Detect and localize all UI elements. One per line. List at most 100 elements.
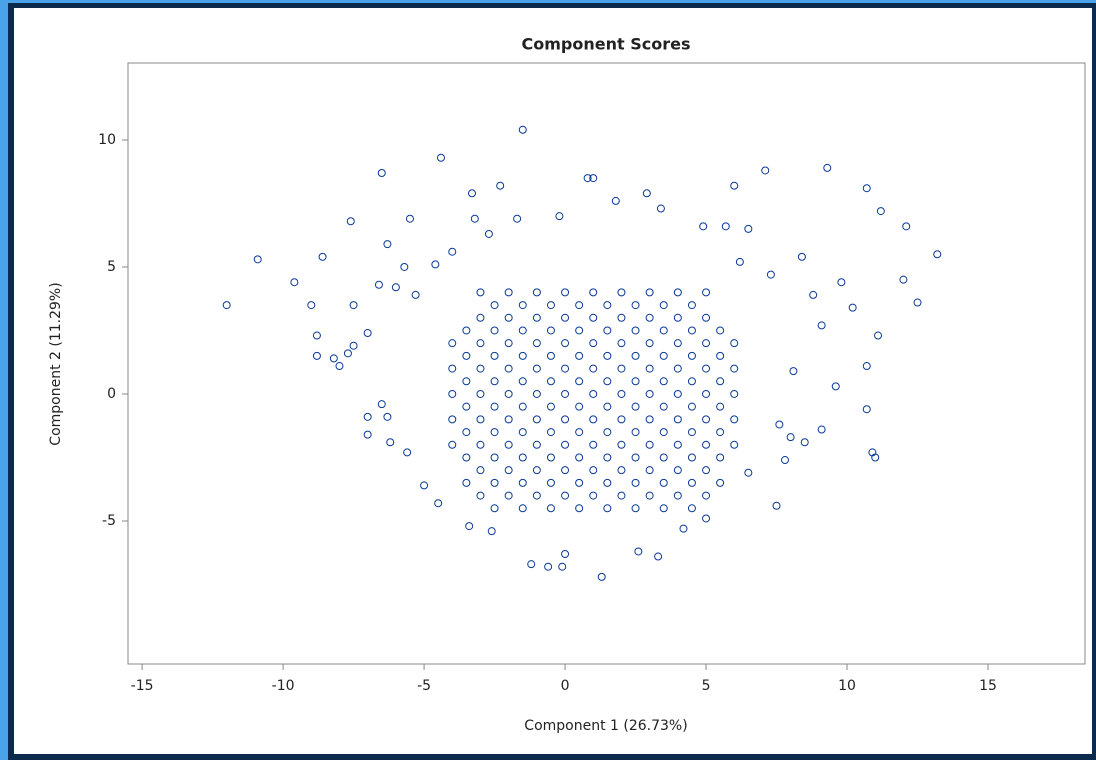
point	[363, 430, 372, 439]
point	[673, 415, 682, 424]
point	[617, 364, 626, 373]
point	[561, 288, 570, 297]
point	[645, 491, 654, 500]
point	[290, 278, 299, 287]
point	[589, 415, 598, 424]
point	[673, 466, 682, 475]
point	[634, 547, 643, 556]
point	[518, 377, 527, 386]
point	[817, 321, 826, 330]
point	[659, 351, 668, 360]
point	[575, 402, 584, 411]
point	[476, 466, 485, 475]
point	[476, 389, 485, 398]
point	[645, 466, 654, 475]
point	[716, 478, 725, 487]
point	[716, 428, 725, 437]
point	[631, 478, 640, 487]
point	[518, 478, 527, 487]
x-tick-label: -15	[131, 678, 154, 694]
point	[532, 440, 541, 449]
point	[490, 326, 499, 335]
point	[377, 168, 386, 177]
point	[431, 260, 440, 269]
point	[617, 440, 626, 449]
point	[504, 364, 513, 373]
point	[465, 522, 474, 531]
y-axis-label: Component 2 (11.29%)	[48, 282, 64, 445]
point	[617, 339, 626, 348]
point	[575, 326, 584, 335]
point	[462, 453, 471, 462]
point	[462, 428, 471, 437]
point	[597, 572, 606, 581]
point	[448, 247, 457, 256]
point	[659, 504, 668, 513]
point	[589, 288, 598, 297]
point	[583, 174, 592, 183]
point	[363, 329, 372, 338]
point	[837, 278, 846, 287]
point	[513, 214, 522, 223]
point	[702, 491, 711, 500]
point	[702, 339, 711, 348]
point	[518, 504, 527, 513]
point	[589, 440, 598, 449]
point	[490, 377, 499, 386]
y-tick-label: 0	[107, 386, 116, 402]
point	[383, 240, 392, 249]
point	[659, 402, 668, 411]
point	[721, 222, 730, 231]
point	[645, 288, 654, 297]
point	[468, 189, 477, 198]
point	[436, 153, 445, 162]
y-tick-label: 5	[107, 259, 116, 275]
point	[546, 504, 555, 513]
point	[544, 562, 553, 571]
point	[589, 466, 598, 475]
point	[631, 402, 640, 411]
point	[589, 339, 598, 348]
point	[603, 504, 612, 513]
point	[654, 552, 663, 561]
point	[518, 453, 527, 462]
point	[874, 331, 883, 340]
y-tick-label: -5	[102, 513, 116, 529]
point	[504, 415, 513, 424]
point	[617, 466, 626, 475]
point	[716, 453, 725, 462]
point	[470, 214, 479, 223]
point	[518, 402, 527, 411]
point	[687, 428, 696, 437]
point	[730, 364, 739, 373]
point	[702, 364, 711, 373]
point	[687, 301, 696, 310]
point	[490, 351, 499, 360]
point	[659, 301, 668, 310]
point	[518, 301, 527, 310]
point	[318, 252, 327, 261]
point	[487, 527, 496, 536]
point	[823, 163, 832, 172]
point	[518, 125, 527, 134]
x-axis-label: Component 1 (26.73%)	[524, 718, 687, 734]
point	[659, 428, 668, 437]
point	[817, 425, 826, 434]
point	[504, 466, 513, 475]
point	[687, 402, 696, 411]
point	[631, 326, 640, 335]
point	[871, 453, 880, 462]
point	[617, 491, 626, 500]
point	[603, 351, 612, 360]
point	[561, 466, 570, 475]
x-tick-label: 0	[561, 678, 570, 694]
point	[797, 252, 806, 261]
point	[617, 288, 626, 297]
point	[589, 491, 598, 500]
point	[420, 481, 429, 490]
point	[546, 478, 555, 487]
point	[642, 189, 651, 198]
point	[476, 288, 485, 297]
point	[673, 288, 682, 297]
point	[631, 504, 640, 513]
